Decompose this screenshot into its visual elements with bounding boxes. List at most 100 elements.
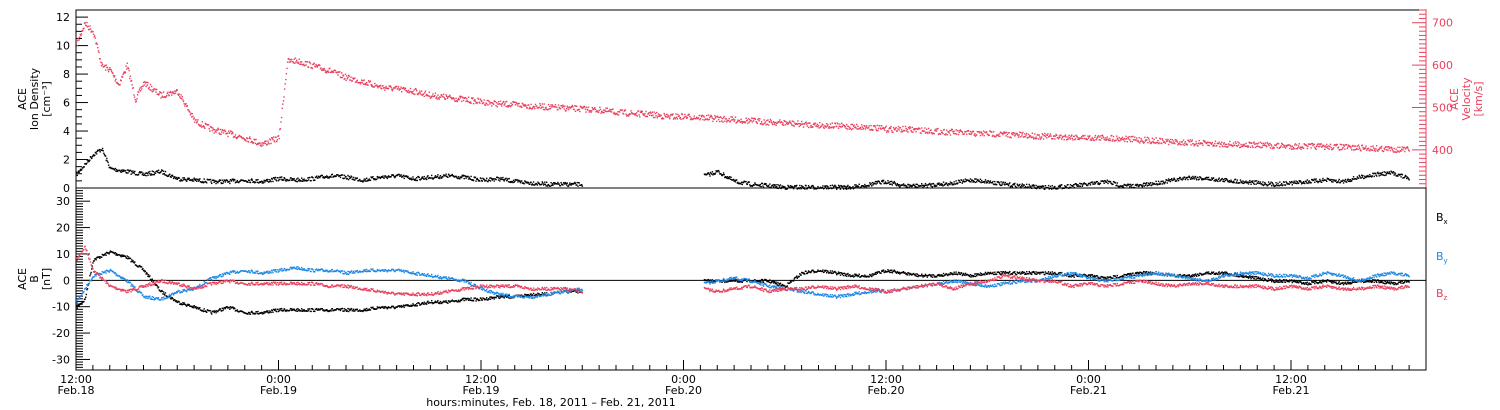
velocity-point	[1201, 142, 1204, 145]
velocity-point	[139, 87, 141, 89]
density-point	[434, 175, 437, 177]
density-point	[1122, 186, 1125, 188]
b-tick-label: 30	[56, 195, 70, 208]
velocity-point	[155, 91, 157, 93]
density-point	[95, 153, 98, 155]
velocity-point	[1234, 140, 1237, 143]
density-point	[482, 177, 484, 180]
velocity-point	[1346, 144, 1348, 146]
density-point	[502, 179, 505, 181]
velocity-point	[583, 105, 585, 108]
density-point	[107, 161, 109, 164]
density-point	[475, 180, 477, 182]
density-point	[714, 173, 716, 176]
velocity-point	[1248, 141, 1250, 143]
velocity-point	[351, 80, 354, 82]
velocity-point	[1031, 136, 1033, 139]
density-point	[356, 177, 359, 179]
velocity-point	[912, 128, 915, 131]
density-point	[989, 181, 991, 183]
density-point	[722, 172, 725, 174]
density-point	[394, 176, 396, 179]
velocity-point	[751, 117, 753, 119]
velocity-point	[1170, 141, 1172, 143]
velocity-point	[701, 116, 703, 118]
velocity-point	[342, 74, 344, 76]
velocity-point	[421, 90, 423, 92]
velocity-point	[876, 124, 879, 127]
density-point	[349, 176, 352, 179]
velocity-point	[817, 126, 819, 128]
velocity-point	[1372, 147, 1375, 149]
velocity-point	[511, 103, 514, 106]
velocity-point	[1252, 146, 1254, 149]
velocity-point	[415, 88, 417, 91]
velocity-point	[1112, 138, 1114, 141]
bx-point	[337, 308, 339, 310]
density-point	[76, 171, 78, 174]
density-point	[310, 180, 312, 182]
density-point	[1166, 182, 1169, 184]
velocity-point	[681, 113, 684, 116]
velocity-point	[1081, 137, 1084, 140]
density-point	[1128, 183, 1130, 186]
velocity-point	[413, 89, 415, 91]
density-point	[825, 185, 827, 187]
bx-point	[76, 307, 79, 309]
velocity-point	[651, 111, 654, 113]
velocity-point	[738, 119, 740, 122]
density-point	[440, 176, 442, 179]
velocity-point	[1360, 150, 1362, 152]
velocity-point	[529, 106, 531, 109]
density-point	[281, 176, 283, 178]
density-point	[485, 179, 487, 182]
velocity-point	[836, 125, 838, 128]
density-point	[581, 184, 583, 186]
density-point	[729, 175, 731, 178]
density-point	[842, 185, 844, 188]
density-point	[881, 179, 884, 182]
density-point	[1152, 183, 1154, 186]
velocity-point	[874, 124, 876, 127]
density-point	[250, 179, 252, 181]
b-tick-label: 0	[63, 274, 70, 287]
velocity-point	[1253, 141, 1255, 143]
velocity-point	[987, 133, 989, 136]
density-point	[736, 179, 738, 181]
velocity-point	[1137, 141, 1140, 143]
velocity-point	[371, 85, 373, 87]
bx-point	[266, 310, 268, 312]
velocity-point	[791, 124, 793, 126]
velocity-point	[949, 134, 952, 136]
velocity-point	[385, 85, 387, 88]
velocity-point	[252, 141, 255, 144]
velocity-point	[101, 62, 103, 64]
velocity-point	[511, 104, 513, 107]
density-point	[368, 178, 370, 180]
velocity-point	[381, 88, 383, 90]
density-point	[887, 182, 890, 184]
velocity-point	[129, 77, 131, 80]
velocity-point	[800, 123, 802, 125]
density-point	[1367, 174, 1369, 177]
density-point	[1072, 185, 1074, 188]
velocity-point	[160, 97, 162, 99]
velocity-point	[1301, 146, 1304, 148]
velocity-point	[912, 131, 914, 133]
bx-point	[120, 255, 122, 258]
density-point	[222, 182, 224, 184]
density-point	[346, 177, 349, 180]
velocity-point	[676, 118, 679, 120]
bx-point	[142, 267, 144, 270]
velocity-point	[442, 93, 445, 96]
density-point	[403, 177, 405, 180]
density-point	[191, 179, 193, 181]
density-point	[197, 178, 199, 181]
velocity-point	[733, 120, 735, 123]
velocity-point	[1295, 147, 1297, 150]
density-point	[126, 169, 129, 171]
bx-point	[465, 299, 467, 301]
density-point	[329, 175, 332, 178]
velocity-point	[813, 122, 815, 125]
velocity-point	[523, 104, 525, 106]
